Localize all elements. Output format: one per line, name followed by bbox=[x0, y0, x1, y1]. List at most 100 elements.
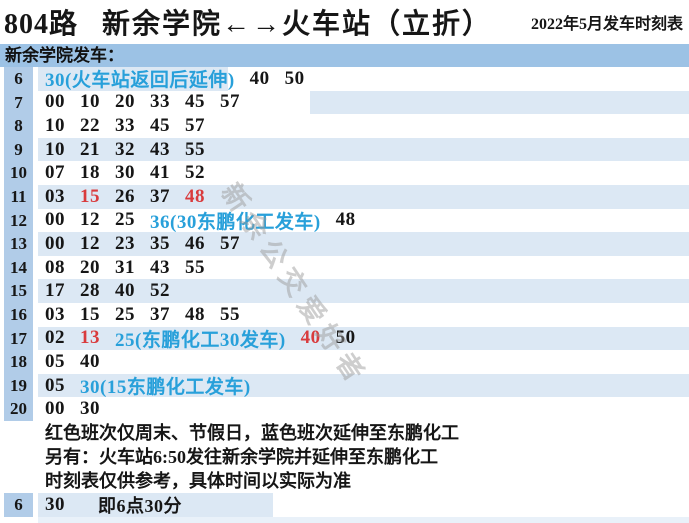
hour-cell: 16 bbox=[4, 302, 33, 327]
time-token: 28 bbox=[80, 280, 100, 302]
time-token: 25 bbox=[115, 303, 135, 325]
hour-cell: 6 bbox=[4, 67, 33, 91]
example-cells: 30 即6点30分 bbox=[38, 492, 689, 517]
hour-cell: 19 bbox=[4, 373, 33, 398]
title-bar: 804路 新余学院←→火车站（立折） 2022年5月发车时刻表 bbox=[0, 0, 689, 44]
time-token: 40 bbox=[300, 327, 321, 349]
time-token: 00 bbox=[45, 398, 65, 420]
time-token: 50 bbox=[284, 67, 305, 89]
hour-cell: 7 bbox=[4, 90, 33, 115]
time-token: 10 bbox=[45, 114, 65, 136]
time-token: 50 bbox=[335, 327, 356, 349]
time-token: 03 bbox=[45, 303, 65, 325]
time-token: 55 bbox=[185, 256, 205, 278]
time-token: 35 bbox=[150, 232, 170, 254]
minutes-cells: 10 21 32 43 55 bbox=[38, 137, 689, 162]
time-token: 30(15东鹏化工发车) bbox=[80, 377, 251, 399]
time-token: 00 bbox=[45, 91, 65, 113]
time-token: 57 bbox=[185, 114, 205, 136]
minutes-cells: 10 22 33 45 57 bbox=[38, 114, 689, 138]
time-token: 25 bbox=[115, 209, 135, 231]
hour-cell: 17 bbox=[4, 326, 33, 351]
timetable-row: 13 00 12 23 35 46 57 bbox=[0, 232, 689, 256]
time-token: 30(火车站返回后延伸) bbox=[45, 70, 235, 92]
minutes-cells: 05 40 bbox=[38, 350, 689, 374]
note-line: 时刻表仅供参考，具体时间以实际为准 bbox=[45, 470, 351, 491]
time-token: 25(东鹏化工30发车) bbox=[115, 329, 286, 351]
minutes-cells: 02 13 25(东鹏化工30发车) 40 50 bbox=[38, 326, 689, 351]
time-token: 36(30东鹏化工发车) bbox=[150, 211, 321, 233]
example-row: 6 30 即6点30分 bbox=[0, 492, 689, 517]
time-token: 30 bbox=[115, 162, 135, 184]
time-token: 00 bbox=[45, 209, 65, 231]
time-token: 10 bbox=[80, 91, 100, 113]
hour-cell: 11 bbox=[4, 184, 33, 209]
time-token: 48 bbox=[185, 303, 205, 325]
time-token: 41 bbox=[150, 162, 170, 184]
time-token: 21 bbox=[80, 138, 100, 160]
time-token: 43 bbox=[150, 256, 170, 278]
timetable-row: 6 30(火车站返回后延伸) 40 50 bbox=[0, 67, 689, 91]
time-token: 55 bbox=[185, 138, 205, 160]
time-token: 13 bbox=[80, 327, 100, 349]
hour-cell: 20 bbox=[4, 397, 33, 421]
time-token: 31 bbox=[115, 256, 135, 278]
minutes-cells: 08 20 31 43 55 bbox=[38, 255, 689, 280]
time-token: 12 bbox=[80, 209, 100, 231]
time-token: 33 bbox=[115, 114, 135, 136]
time-token: 12 bbox=[80, 232, 100, 254]
time-token: 02 bbox=[45, 327, 65, 349]
time-token: 37 bbox=[150, 185, 170, 207]
minutes-cells: 00 12 23 35 46 57 bbox=[38, 232, 689, 256]
time-token: 40 bbox=[80, 350, 100, 372]
timetable-row: 10 07 18 30 41 52 bbox=[0, 161, 689, 185]
hour-cell: 9 bbox=[4, 137, 33, 162]
time-token: 48 bbox=[335, 209, 356, 231]
time-token: 46 bbox=[185, 232, 205, 254]
time-token: 57 bbox=[220, 232, 240, 254]
timetable-row: 9 10 21 32 43 55 bbox=[0, 137, 689, 162]
note-line: 红色班次仅周末、节假日，蓝色班次延伸至东鹏化工 bbox=[45, 422, 459, 443]
timetable-row: 19 05 30(15东鹏化工发车) bbox=[0, 373, 689, 399]
minutes-cells: 05 30(15东鹏化工发车) bbox=[38, 373, 689, 399]
time-token: 03 bbox=[45, 185, 65, 207]
time-token: 15 bbox=[80, 185, 100, 207]
example-minute: 30 bbox=[45, 493, 65, 515]
time-token: 55 bbox=[220, 303, 240, 325]
time-token: 30 bbox=[80, 398, 100, 420]
note-line: 另有：火车站6:50发往新余学院并延伸至东鹏化工 bbox=[45, 446, 438, 467]
hour-cell: 10 bbox=[4, 161, 33, 185]
hour-cell: 12 bbox=[4, 208, 33, 233]
time-token: 05 bbox=[45, 350, 65, 372]
timetable-row: 18 05 40 bbox=[0, 350, 689, 374]
time-token: 45 bbox=[185, 91, 205, 113]
bottom-stripe-sliver bbox=[38, 516, 689, 523]
time-token: 07 bbox=[45, 162, 65, 184]
time-token: 32 bbox=[115, 138, 135, 160]
hour-cell: 8 bbox=[4, 114, 33, 138]
hour-cell: 18 bbox=[4, 350, 33, 374]
notes-block: 红色班次仅周末、节假日，蓝色班次延伸至东鹏化工 另有：火车站6:50发往新余学院并… bbox=[0, 421, 689, 493]
time-token: 26 bbox=[115, 185, 135, 207]
route-name: 新余学院←→火车站（立折） bbox=[102, 9, 493, 40]
time-token: 15 bbox=[80, 303, 100, 325]
timetable-row: 12 00 12 25 36(30东鹏化工发车) 48 bbox=[0, 208, 689, 233]
timetable-row: 7 00 10 20 33 45 57 bbox=[0, 90, 689, 115]
time-token: 20 bbox=[115, 91, 135, 113]
minutes-cells: 03 15 26 37 48 bbox=[38, 184, 689, 209]
time-token: 57 bbox=[220, 91, 240, 113]
example-hour-cell: 6 bbox=[4, 492, 33, 517]
time-token: 17 bbox=[45, 280, 65, 302]
timetable-row: 15 17 28 40 52 bbox=[0, 279, 689, 303]
timetable-row: 17 02 13 25(东鹏化工30发车) 40 50 bbox=[0, 326, 689, 351]
minutes-cells: 00 30 bbox=[38, 397, 689, 421]
hour-cell: 15 bbox=[4, 279, 33, 303]
minutes-cells: 00 10 20 33 45 57 bbox=[38, 90, 689, 115]
route-number: 804路 bbox=[4, 9, 79, 40]
timetable-row: 11 03 15 26 37 48 bbox=[0, 184, 689, 209]
time-token: 48 bbox=[185, 185, 205, 207]
time-token: 20 bbox=[80, 256, 100, 278]
time-token: 00 bbox=[45, 232, 65, 254]
minutes-cells: 00 12 25 36(30东鹏化工发车) 48 bbox=[38, 208, 689, 233]
time-token: 52 bbox=[185, 162, 205, 184]
